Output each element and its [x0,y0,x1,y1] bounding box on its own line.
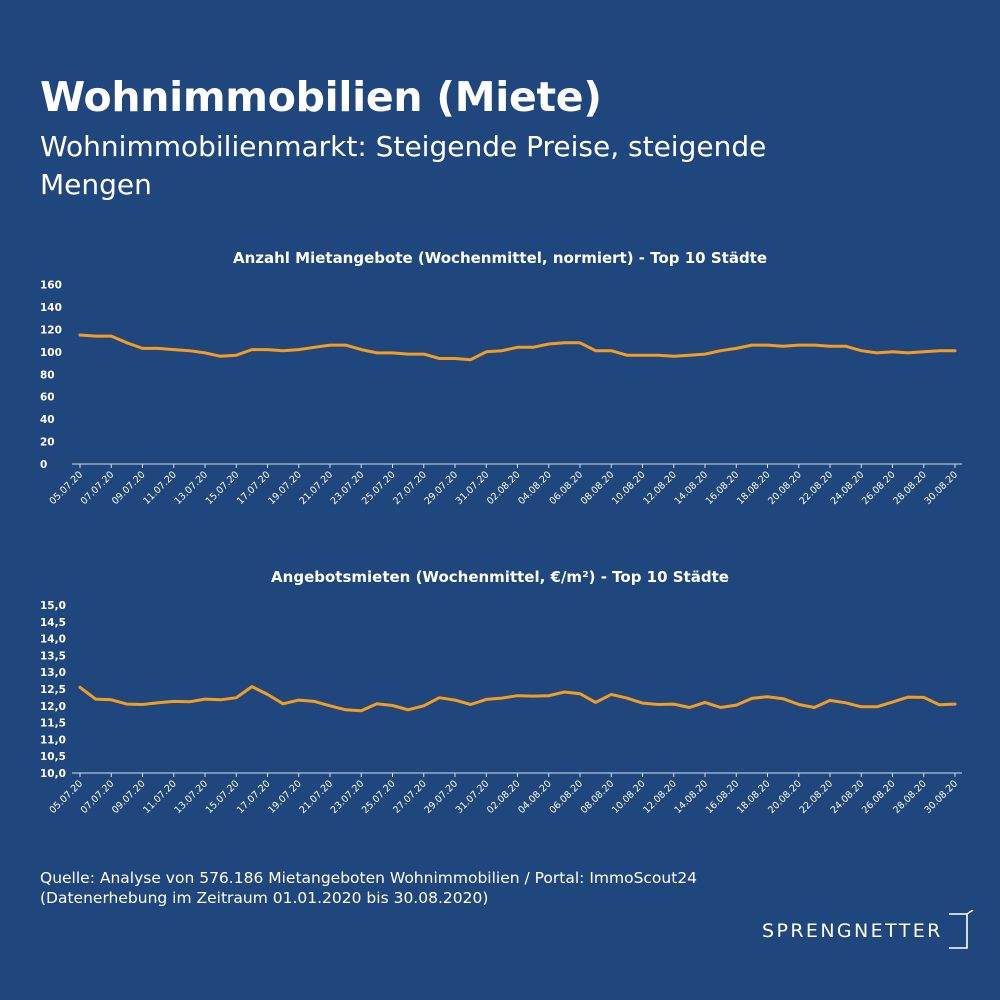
sprengnetter-logo: SPRENGNETTER [762,910,975,952]
y-tick-label: 10,0 [40,768,66,780]
source-line-1: Quelle: Analyse von 576.186 Mietangebote… [40,869,698,887]
y-tick-label: 0 [40,459,47,471]
y-tick-label: 14,0 [40,634,66,646]
page-subtitle: Wohnimmobilienmarkt: Steigende Preise, s… [40,130,767,201]
y-tick-label: 13,5 [40,650,66,662]
chart-title-rents: Angebotsmieten (Wochenmittel, €/m²) - To… [271,568,729,586]
logo-bracket-icon [948,910,974,949]
y-tick-label: 160 [40,280,62,292]
source-note: Quelle: Analyse von 576.186 Mietangebote… [40,868,697,908]
y-tick-label: 10,5 [40,751,66,763]
y-tick-label: 11,0 [40,734,66,746]
y-tick-label: 80 [40,369,55,381]
y-tick-label: 12,5 [40,684,66,696]
y-tick-label: 60 [40,392,55,404]
y-tick-label: 20 [40,437,55,449]
y-tick-label: 140 [40,302,62,314]
chart-offers: 02040608010012014016005.07.2007.07.2009.… [40,280,962,507]
series-line [78,333,957,362]
x-tick-label: 30.08.20 [922,778,960,816]
y-tick-label: 15,0 [40,600,66,612]
y-tick-label: 11,5 [40,718,66,730]
page-title: Wohnimmobilien (Miete) [40,73,602,121]
y-tick-label: 120 [40,324,62,336]
x-tick-label: 30.08.20 [922,469,960,507]
y-tick-label: 13,0 [40,667,66,679]
y-tick-label: 100 [40,347,62,359]
y-tick-label: 14,5 [40,617,66,629]
logo-text: SPRENGNETTER [762,920,943,942]
source-line-2: (Datenerhebung im Zeitraum 01.01.2020 bi… [40,889,489,907]
chart-rents: 10,0 10,5 11,0 11,5 12,0 12,5 13,0 13,5 14,0 14,5… [40,600,962,816]
chart-title-offers: Anzahl Mietangebote (Wochenmittel, normi… [232,249,768,267]
y-tick-label: 12,0 [40,701,66,713]
y-tick-label: 40 [40,414,55,426]
series-line [78,685,957,713]
